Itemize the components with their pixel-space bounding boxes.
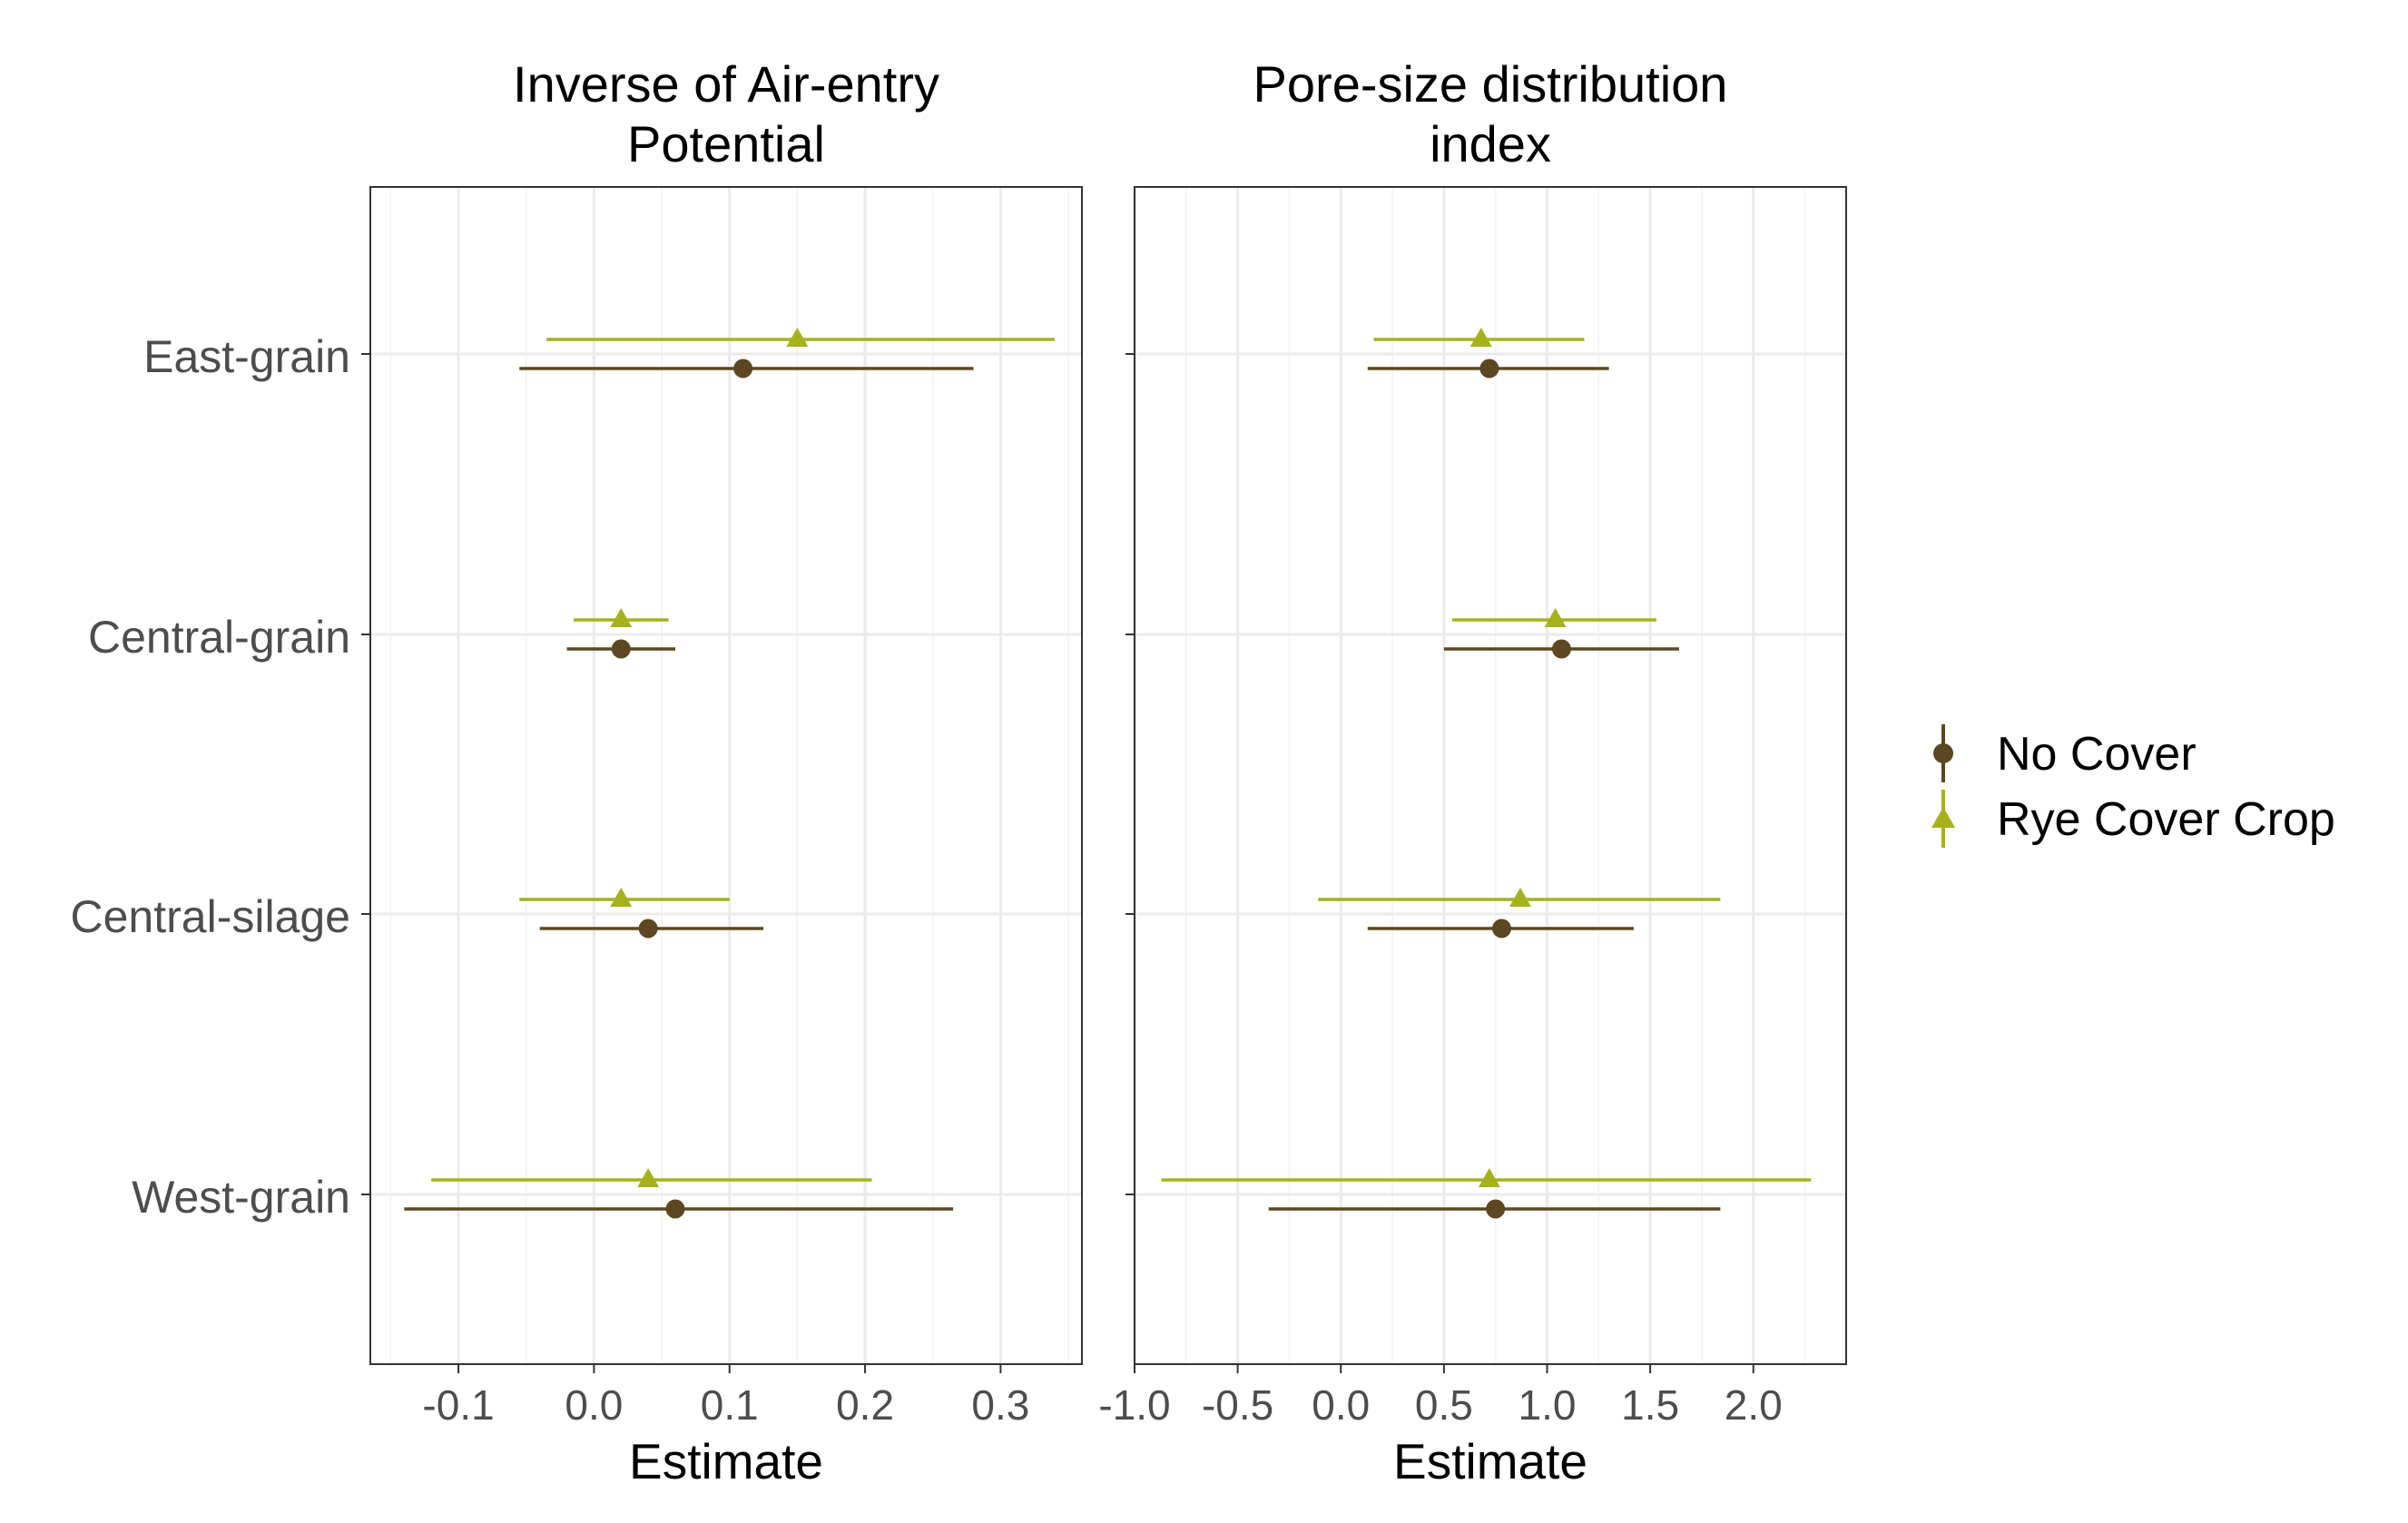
no-cover-west-grain-point: [665, 1199, 685, 1219]
no-cover-west-grain-point: [1486, 1199, 1506, 1219]
rye-cover-crop-central-grain-point: [1544, 608, 1567, 627]
x-tick-label: 0.5: [1415, 1381, 1473, 1429]
legend-rye-cover-crop-marker: [1931, 807, 1955, 828]
panel-1-marks: [404, 328, 1056, 1219]
x-tick-label: 0.2: [836, 1381, 894, 1429]
panel-1: Inverse of Air-entry Potential -0.1 0.0 0.…: [361, 55, 1083, 1489]
x-tick-label: 0.0: [1312, 1381, 1370, 1429]
legend-no-cover-label: No Cover: [1997, 728, 2197, 781]
rye-cover-crop-west-grain-point: [1478, 1168, 1500, 1187]
y-label-east-grain: East-grain: [143, 331, 350, 382]
no-cover-central-grain-point: [1551, 639, 1571, 659]
no-cover-east-grain-point: [1479, 359, 1499, 378]
panel-1-minor-grid: [389, 187, 1069, 1364]
panel-2-y-ticks: [1125, 353, 1135, 1195]
panel-1-border: [369, 186, 1083, 1365]
rye-cover-crop-central-grain-point: [610, 608, 633, 627]
x-tick-label: 0.1: [701, 1381, 759, 1429]
rye-cover-crop-east-grain-point: [786, 328, 809, 347]
panel-2-border: [1134, 186, 1847, 1365]
rye-cover-crop-east-grain-point: [1469, 328, 1492, 347]
panel-1-y-ticks: [361, 353, 370, 1195]
panel-2: Pore-size distribution index -1.0 -0.5 0.0…: [1098, 55, 1847, 1489]
x-tick-label: -1.0: [1098, 1381, 1170, 1429]
panel-1-title-line-1: Inverse of Air-entry: [513, 55, 939, 113]
y-label-central-grain: Central-grain: [88, 612, 350, 663]
rye-cover-crop-central-silage-point: [1509, 888, 1531, 907]
y-axis-labels: East-grain Central-grain Central-silage …: [71, 331, 350, 1223]
no-cover-east-grain-point: [733, 359, 753, 378]
x-tick-label: 0.0: [565, 1381, 623, 1429]
rye-cover-crop-central-silage-point: [610, 888, 633, 907]
y-label-west-grain: West-grain: [132, 1172, 350, 1223]
panel-2-marks: [1161, 328, 1812, 1219]
x-tick-label: 1.0: [1519, 1381, 1577, 1429]
no-cover-central-silage-point: [638, 919, 658, 938]
legend-rye-cover-crop-label: Rye Cover Crop: [1997, 793, 2335, 846]
panel-1-x-ticks: -0.1 0.0 0.1 0.2 0.3: [422, 1364, 1029, 1429]
panel-1-x-axis-label: Estimate: [629, 1433, 823, 1489]
x-tick-label: -0.1: [422, 1381, 494, 1429]
legend: No Cover Rye Cover Crop: [1931, 724, 2335, 848]
x-tick-label: 2.0: [1725, 1381, 1783, 1429]
x-tick-label: 1.5: [1621, 1381, 1679, 1429]
no-cover-central-grain-point: [611, 639, 631, 659]
panel-2-minor-grid: [1185, 187, 1806, 1364]
panel-2-title-line-1: Pore-size distribution: [1253, 55, 1728, 113]
panel-1-major-grid: [370, 187, 1082, 1364]
rye-cover-crop-west-grain-point: [637, 1168, 660, 1187]
panel-2-x-axis-label: Estimate: [1393, 1433, 1587, 1489]
panel-1-title-line-2: Potential: [627, 115, 825, 172]
legend-no-cover-marker: [1933, 743, 1953, 763]
no-cover-central-silage-point: [1491, 919, 1511, 938]
panel-2-x-ticks: -1.0 -0.5 0.0 0.5 1.0 1.5 2.0: [1098, 1364, 1783, 1429]
y-label-central-silage: Central-silage: [71, 891, 350, 942]
x-tick-label: -0.5: [1202, 1381, 1273, 1429]
x-tick-label: 0.3: [971, 1381, 1029, 1429]
panel-2-title-line-2: index: [1430, 115, 1551, 172]
